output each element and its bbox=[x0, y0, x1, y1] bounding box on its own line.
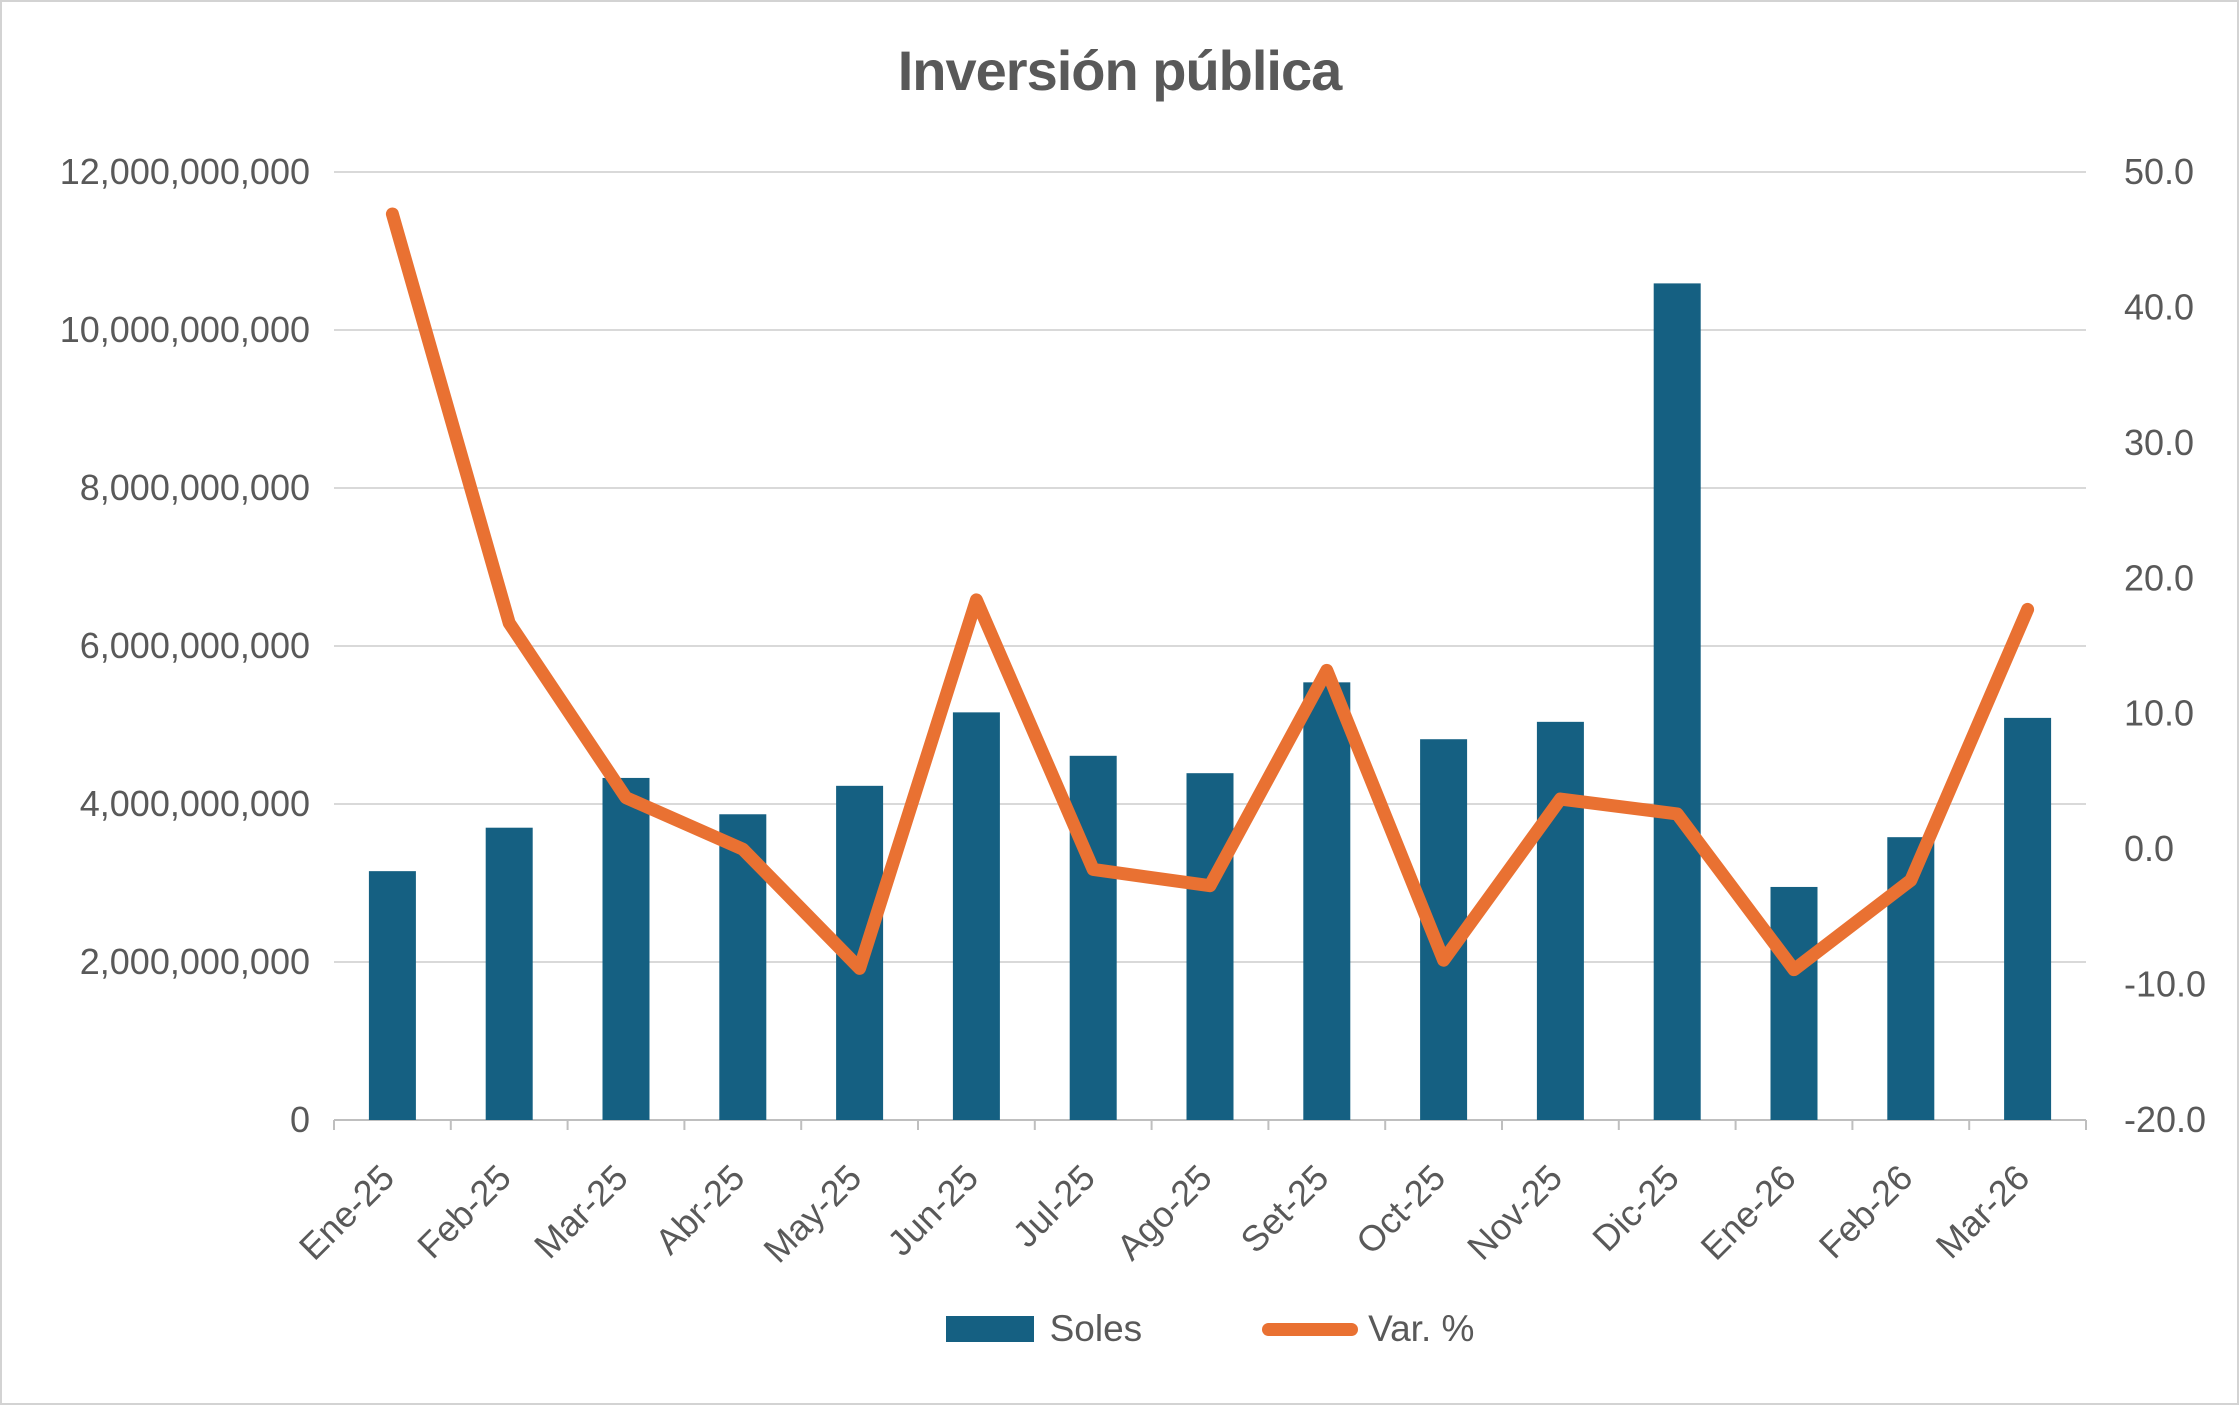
right-axis-tick-label: 50.0 bbox=[2124, 151, 2194, 192]
legend-bar-swatch bbox=[945, 1316, 1034, 1342]
legend-label-var: Var. % bbox=[1368, 1308, 1475, 1349]
bar-Jul-25[interactable] bbox=[1069, 755, 1117, 1120]
x-category-label: Feb-26 bbox=[1811, 1157, 1921, 1267]
x-category-label: Mar-26 bbox=[1928, 1157, 2038, 1267]
right-axis-tick-label: -10.0 bbox=[2124, 964, 2206, 1005]
left-axis-tick-label: 6,000,000,000 bbox=[80, 625, 310, 666]
right-axis-tick-label: 10.0 bbox=[2124, 693, 2194, 734]
bar-Dic-25[interactable] bbox=[1653, 283, 1701, 1120]
right-axis-tick-label: 20.0 bbox=[2124, 557, 2194, 598]
x-category-label: Set-25 bbox=[1232, 1157, 1336, 1261]
left-axis-tick-label: 4,000,000,000 bbox=[80, 783, 310, 824]
right-axis-tick-label: 40.0 bbox=[2124, 286, 2194, 327]
x-category-label: Jun-25 bbox=[879, 1157, 986, 1264]
bar-Feb-25[interactable] bbox=[485, 827, 533, 1120]
var-pct-line[interactable] bbox=[385, 207, 2035, 977]
bar-Set-25[interactable] bbox=[1303, 682, 1351, 1120]
bar-Ene-25[interactable] bbox=[368, 871, 416, 1120]
left-axis-tick-label: 12,000,000,000 bbox=[60, 151, 310, 192]
x-category-label: Ago-25 bbox=[1109, 1157, 1220, 1268]
legend-line-swatch bbox=[1262, 1322, 1359, 1336]
right-axis-tick-label: 30.0 bbox=[2124, 422, 2194, 463]
left-axis-tick-label: 2,000,000,000 bbox=[80, 941, 310, 982]
x-category-label: Feb-25 bbox=[409, 1157, 519, 1267]
legend-item-soles[interactable]: Soles bbox=[945, 1308, 1143, 1350]
x-category-label: Dic-25 bbox=[1584, 1157, 1687, 1260]
legend: Soles Var. % bbox=[334, 1308, 2086, 1350]
x-category-label: Abr-25 bbox=[647, 1157, 752, 1262]
left-axis-tick-label: 10,000,000,000 bbox=[60, 309, 310, 350]
bar-Nov-25[interactable] bbox=[1536, 721, 1584, 1120]
bar-Jun-25[interactable] bbox=[952, 712, 1000, 1120]
x-category-label: Oct-25 bbox=[1348, 1157, 1453, 1262]
left-axis-tick-label: 8,000,000,000 bbox=[80, 467, 310, 508]
legend-item-var[interactable]: Var. % bbox=[1262, 1308, 1474, 1350]
x-category-label: Ene-25 bbox=[291, 1157, 402, 1268]
bar-Ago-25[interactable] bbox=[1186, 773, 1234, 1120]
x-category-label: Nov-25 bbox=[1459, 1157, 1570, 1268]
bar-Mar-26[interactable] bbox=[2004, 717, 2052, 1120]
x-category-label: Jul-25 bbox=[1005, 1157, 1103, 1255]
left-axis-tick-label: 0 bbox=[290, 1099, 310, 1140]
right-axis-tick-label: -20.0 bbox=[2124, 1099, 2206, 1140]
bar-Mar-25[interactable] bbox=[602, 777, 650, 1120]
chart-title: Inversión pública bbox=[897, 39, 1343, 102]
x-category-label: Ene-26 bbox=[1693, 1157, 1804, 1268]
right-axis-tick-label: 0.0 bbox=[2124, 828, 2174, 869]
x-category-label: May-25 bbox=[755, 1157, 869, 1271]
bar-Ene-26[interactable] bbox=[1770, 886, 1818, 1120]
legend-label-soles: Soles bbox=[1049, 1308, 1143, 1349]
x-category-label: Mar-25 bbox=[526, 1157, 636, 1267]
